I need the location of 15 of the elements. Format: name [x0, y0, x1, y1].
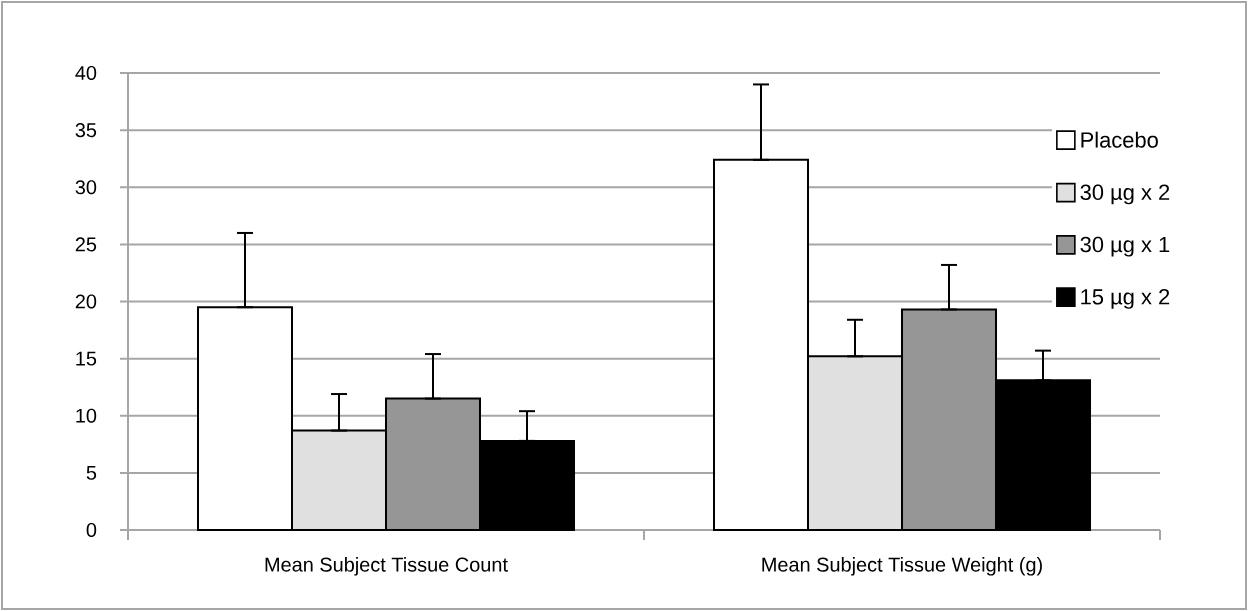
- y-tick-label: 20: [75, 294, 97, 309]
- x-tick-label: Mean Subject Tissue Count: [265, 557, 508, 576]
- legend-label: Placebo: [1081, 131, 1158, 148]
- y-tick-label: 35: [75, 123, 97, 138]
- y-tick-label: 15: [76, 351, 97, 366]
- y-tick-label: 25: [75, 237, 97, 252]
- y-tick-label: 10: [76, 408, 97, 423]
- legend-label: 30 µg x 2: [1080, 184, 1170, 205]
- legend-label: 30 µg x 1: [1080, 236, 1170, 257]
- x-tick-label: Mean Subject Tissue Weight (g): [762, 557, 1042, 576]
- y-tick-label: 5: [86, 465, 97, 480]
- legend-label: 15 µg x 2: [1081, 289, 1170, 309]
- y-tick-label: 30: [75, 180, 97, 195]
- y-tick-label: 0: [86, 522, 97, 538]
- y-tick-label: 40: [75, 65, 97, 81]
